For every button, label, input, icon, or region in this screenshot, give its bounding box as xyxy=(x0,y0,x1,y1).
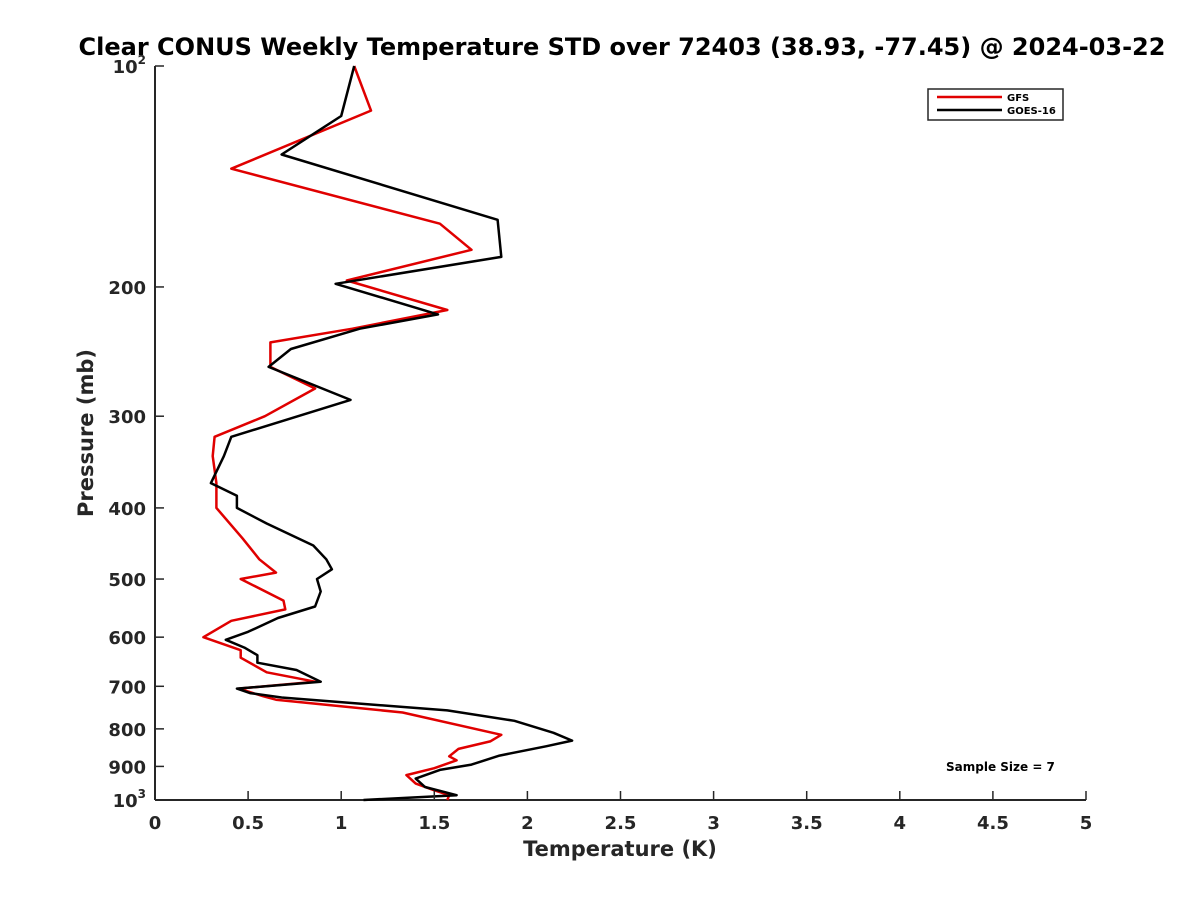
legend-label-gfs: GFS xyxy=(1007,93,1029,104)
y-tick-label: 600 xyxy=(108,628,146,649)
chart-title: Clear CONUS Weekly Temperature STD over … xyxy=(79,33,1166,61)
x-tick-label: 2 xyxy=(521,813,534,834)
legend: GFS GOES-16 xyxy=(927,88,1064,121)
x-tick-label: 4 xyxy=(894,813,907,834)
y-tick-label: 200 xyxy=(108,278,146,299)
y-tick-label: 102 xyxy=(113,53,146,78)
x-tick-label: 2.5 xyxy=(605,813,637,834)
x-tick-label: 1.5 xyxy=(418,813,450,834)
x-axis-label: Temperature (K) xyxy=(523,837,717,861)
sample-size-annotation: Sample Size = 7 xyxy=(946,760,1055,774)
x-tick-label: 0 xyxy=(149,813,162,834)
y-axis-label: Pressure (mb) xyxy=(74,349,98,517)
plot-area: 0 0.5 1 1.5 2 2.5 3 3.5 4 4.5 5 102 200 300 400 500 600… xyxy=(108,53,1092,834)
x-tick-label: 0.5 xyxy=(232,813,264,834)
y-ticks: 102 200 300 400 500 600 700 800 900 103 xyxy=(108,53,164,812)
y-tick-label: 400 xyxy=(108,499,146,520)
y-tick-label: 500 xyxy=(108,570,146,591)
y-tick-label: 300 xyxy=(108,407,146,428)
y-tick-label: 800 xyxy=(108,720,146,741)
y-tick-label: 900 xyxy=(108,757,146,778)
legend-box xyxy=(927,88,1064,121)
x-tick-label: 1 xyxy=(335,813,348,834)
x-tick-label: 5 xyxy=(1080,813,1093,834)
y-tick-label: 103 xyxy=(113,787,146,812)
legend-label-goes16: GOES-16 xyxy=(1007,106,1056,117)
series-group xyxy=(202,65,574,802)
series-line-gfs xyxy=(202,65,503,801)
x-ticks: 0 0.5 1 1.5 2 2.5 3 3.5 4 4.5 5 xyxy=(149,791,1093,834)
x-tick-label: 3 xyxy=(707,813,720,834)
series-line-goes16 xyxy=(209,65,574,802)
x-tick-label: 4.5 xyxy=(977,813,1009,834)
x-tick-label: 3.5 xyxy=(791,813,823,834)
y-tick-label: 700 xyxy=(108,677,146,698)
